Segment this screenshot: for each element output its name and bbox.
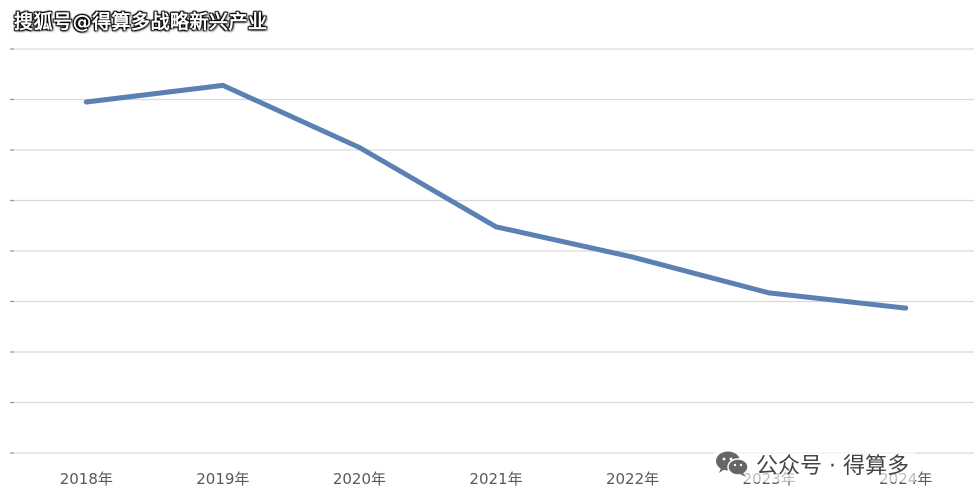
data-point (83, 99, 89, 105)
x-tick-label: 2019年 (196, 470, 249, 488)
data-point (493, 224, 499, 230)
data-point (903, 305, 909, 311)
data-point (766, 290, 772, 296)
grid-lines (10, 48, 974, 454)
wechat-icon (716, 451, 749, 477)
x-axis-labels: 2018年2019年2020年2021年2022年2023年2024年 (60, 470, 933, 488)
data-point (357, 145, 362, 150)
x-tick-label: 2021年 (469, 470, 522, 488)
data-point (220, 82, 226, 88)
series-line (83, 82, 909, 311)
x-tick-label: 2020年 (333, 470, 386, 488)
footer-watermark: 公众号 · 得算多 (714, 446, 915, 482)
data-point (630, 254, 635, 260)
series-layer (83, 82, 909, 311)
x-tick-label: 2018年 (60, 470, 113, 488)
footer-watermark-text: 公众号 · 得算多 (756, 454, 909, 479)
header-watermark: 搜狐号@得算多战略新兴产业 (14, 11, 268, 33)
x-tick-label: 2022年 (606, 470, 659, 488)
